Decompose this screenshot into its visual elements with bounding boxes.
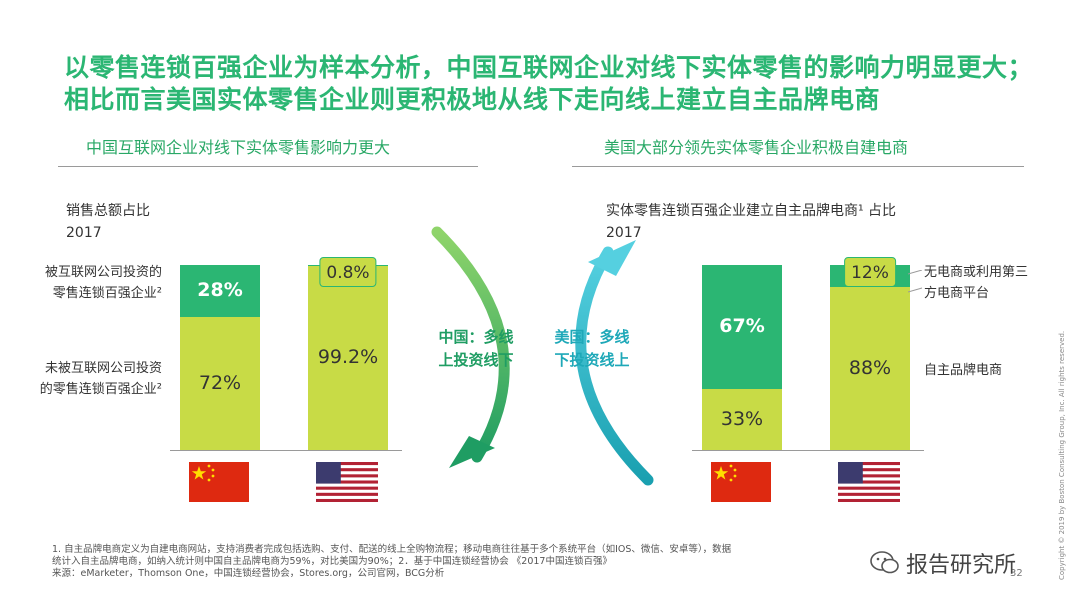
- left-label-not-invested: 未被互联网公司投资的零售连锁百强企业²: [39, 361, 162, 397]
- left-baseline: [170, 450, 402, 451]
- right-axis-title-year: 2017: [606, 225, 642, 241]
- footnote-2: 统计入自主品牌电商，如纳入统计则中国自主品牌电商为59%，对比美国为90%；2．…: [52, 556, 612, 567]
- footnote-source: 来源：eMarketer，Thomson One，中国连锁经营协会，Stores…: [52, 568, 445, 579]
- arrow-china-curve: [431, 226, 510, 463]
- arrow-china-head: [449, 436, 495, 468]
- left-bar-us: 0.8% 99.2%: [308, 257, 388, 450]
- middle-arrows: [431, 226, 654, 486]
- data-label-bottom: 72%: [198, 371, 242, 394]
- bar-segment-green: [180, 265, 260, 317]
- data-label-top: 67%: [719, 315, 765, 337]
- wechat-icon: [870, 551, 899, 574]
- watermark-text: 报告研究所: [906, 553, 1017, 578]
- right-bar-china: 67% 33%: [702, 265, 782, 450]
- right-section-heading: 美国大部分领先实体零售企业积极自建电商: [604, 138, 909, 157]
- right-section-rule: [572, 166, 1024, 167]
- data-label-bottom: 33%: [720, 407, 764, 430]
- left-label-invested: 被互联网公司投资的零售连锁百强企业²: [44, 265, 162, 301]
- bar-segment-green: [702, 265, 782, 389]
- page-number: 32: [1010, 568, 1023, 579]
- data-label-top-callout: 12%: [844, 257, 896, 287]
- china-flag-icon: [711, 462, 771, 502]
- watermark: 报告研究所: [870, 548, 1016, 578]
- left-section-rule: [58, 166, 478, 167]
- us-flag-icon: [838, 462, 900, 502]
- footnote-1: 1. 自主品牌电商定义为自建电商网站，支持消费者完成包括选购、支付、配送的线上全…: [52, 544, 732, 555]
- us-flag-icon: [316, 462, 378, 502]
- right-baseline: [692, 450, 924, 451]
- right-label-no-ecommerce: 无电商或利用第三方电商平台: [924, 265, 1029, 301]
- china-flag-icon: [189, 462, 249, 502]
- us-strategy-label: 美国：多线下投资线上: [554, 328, 630, 369]
- arrow-us-curve: [575, 246, 654, 486]
- left-axis-title: 销售总额占比 2017: [66, 200, 150, 244]
- data-label-bottom: 88%: [848, 356, 892, 379]
- copyright-text: Copyright © 2019 by Boston Consulting Gr…: [1058, 330, 1066, 580]
- right-label-own-ecommerce: 自主品牌电商: [924, 363, 1003, 378]
- data-label-top: 28%: [197, 279, 243, 301]
- right-label-leader-line: [908, 270, 923, 293]
- footnotes: 1. 自主品牌电商定义为自建电商网站，支持消费者完成包括选购、支付、配送的线上全…: [52, 544, 892, 580]
- left-axis-title-year: 2017: [66, 225, 102, 241]
- arrow-us-head: [588, 240, 636, 276]
- right-axis-title-line1: 实体零售连锁百强企业建立自主品牌电商¹ 占比: [606, 203, 897, 219]
- right-axis-title: 实体零售连锁百强企业建立自主品牌电商¹ 占比 2017: [606, 200, 896, 244]
- left-section-heading: 中国互联网企业对线下实体零售影响力更大: [86, 138, 391, 157]
- china-strategy-label: 中国：多线上投资线下: [438, 328, 514, 369]
- data-label-top-callout: 0.8%: [319, 257, 377, 287]
- right-bar-us: 12% 88%: [830, 257, 910, 450]
- left-bar-china: 28% 72%: [180, 265, 260, 450]
- left-axis-title-line1: 销售总额占比: [66, 203, 150, 219]
- page-title: 以零售连锁百强企业为样本分析，中国互联网企业对线下实体零售的影响力明显更大；相比…: [64, 53, 1034, 114]
- data-label-bottom: 99.2%: [317, 346, 379, 368]
